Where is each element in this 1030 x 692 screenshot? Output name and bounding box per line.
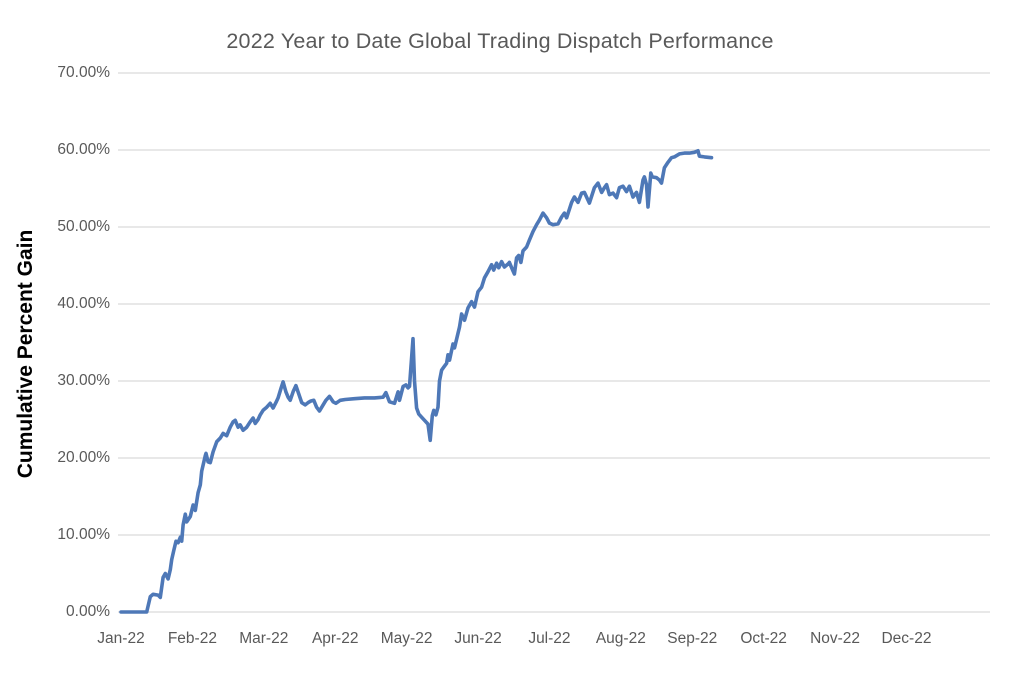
y-tick-label: 70.00% <box>57 64 110 81</box>
y-tick-label: 0.00% <box>66 603 110 620</box>
series-line <box>119 149 714 614</box>
x-tick-label: Sep-22 <box>667 630 718 647</box>
y-tick-label: 30.00% <box>57 372 110 389</box>
chart-title: 2022 Year to Date Global Trading Dispatc… <box>226 29 774 53</box>
y-tick-label: 20.00% <box>57 449 110 466</box>
y-tick-label: 40.00% <box>57 295 110 312</box>
x-tick-label: Nov-22 <box>810 630 861 647</box>
y-tick-label: 50.00% <box>57 218 110 235</box>
x-tick-label: Feb-22 <box>167 630 217 647</box>
x-tick-label: Aug-22 <box>595 630 646 647</box>
x-tick-label: May-22 <box>380 630 433 647</box>
y-tick-label: 60.00% <box>57 141 110 158</box>
x-tick-label: Oct-22 <box>740 630 787 647</box>
x-tick-label: Jun-22 <box>454 630 502 647</box>
x-tick-label: Apr-22 <box>311 630 359 647</box>
x-tick-label: Jan-22 <box>97 630 145 647</box>
x-tick-label: Mar-22 <box>239 630 289 647</box>
y-tick-label: 10.00% <box>57 526 110 543</box>
x-tick-label: Dec-22 <box>881 630 932 647</box>
x-tick-label: Jul-22 <box>528 630 571 647</box>
